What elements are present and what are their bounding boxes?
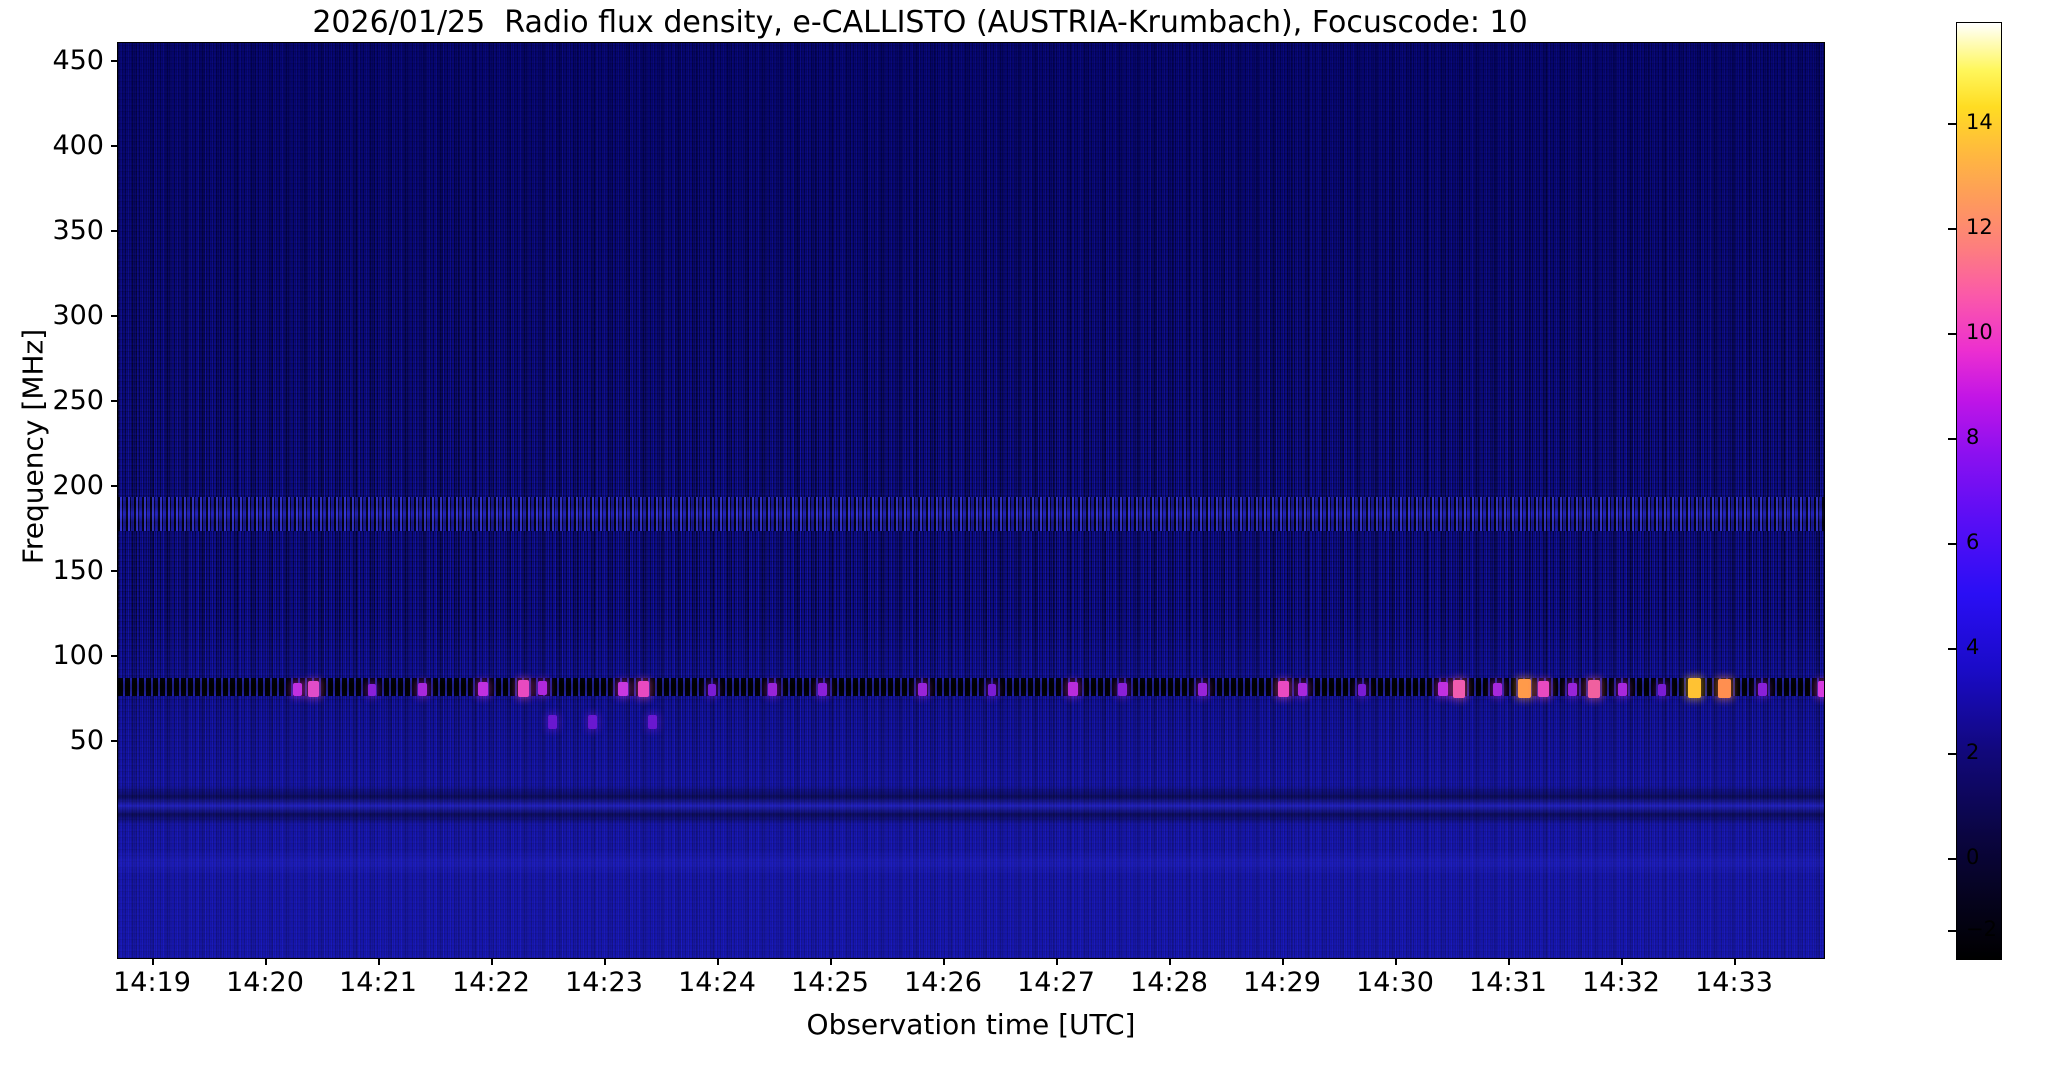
x-tick-label: 14:28: [1130, 967, 1208, 998]
x-tick-mark: [491, 958, 493, 965]
y-tick-mark: [111, 740, 118, 742]
y-tick-label: 350: [52, 215, 104, 246]
chart-title: 2026/01/25 Radio flux density, e-CALLIST…: [312, 5, 1528, 40]
y-tick-mark: [111, 485, 118, 487]
colorbar-tick-label: 6: [1966, 530, 1980, 554]
colorbar-tick-label: 2: [1966, 740, 1980, 764]
low-frequency-emission-wash: [118, 618, 1824, 958]
colorbar-tick-label: 12: [1966, 215, 1993, 239]
x-tick-mark: [1508, 958, 1510, 965]
rfi-band-225mhz: [118, 497, 1824, 531]
spectrogram-plot: [117, 42, 1825, 959]
x-tick-mark: [1395, 958, 1397, 965]
y-tick-label: 200: [52, 470, 104, 501]
colorbar-tick-mark: [1948, 228, 1957, 230]
x-tick-label: 14:25: [791, 967, 869, 998]
x-axis-title: Observation time [UTC]: [806, 1008, 1136, 1041]
x-tick-mark: [717, 958, 719, 965]
x-tick-label: 14:30: [1356, 967, 1434, 998]
y-tick-label: 450: [52, 45, 104, 76]
y-tick-mark: [111, 400, 118, 402]
x-tick-mark: [1056, 958, 1058, 965]
colorbar: [1956, 22, 2002, 960]
colorbar-tick-mark: [1948, 123, 1957, 125]
x-tick-mark: [265, 958, 267, 965]
y-tick-mark: [111, 570, 118, 572]
low-frequency-band-70mhz: [118, 850, 1824, 876]
y-tick-mark: [111, 655, 118, 657]
y-tick-label: 300: [52, 300, 104, 331]
colorbar-tick-label: 0: [1966, 845, 1980, 869]
y-tick-label: 250: [52, 385, 104, 416]
colorbar-tick-label: 10: [1966, 320, 1993, 344]
x-tick-mark: [1621, 958, 1623, 965]
x-tick-label: 14:27: [1017, 967, 1095, 998]
x-tick-label: 14:31: [1469, 967, 1547, 998]
x-tick-mark: [604, 958, 606, 965]
colorbar-tick-mark: [1948, 543, 1957, 545]
x-tick-label: 14:32: [1582, 967, 1660, 998]
colorbar-tick-mark: [1948, 438, 1957, 440]
colorbar-tick-label: −2: [1966, 917, 1997, 941]
x-tick-mark: [378, 958, 380, 965]
low-frequency-band-85mhz: [118, 785, 1824, 825]
x-tick-mark: [1734, 958, 1736, 965]
x-tick-label: 14:22: [452, 967, 530, 998]
x-tick-label: 14:21: [339, 967, 417, 998]
colorbar-tick-mark: [1948, 753, 1957, 755]
x-tick-mark: [1169, 958, 1171, 965]
y-tick-label: 150: [52, 555, 104, 586]
y-tick-label: 400: [52, 130, 104, 161]
y-tick-label: 100: [52, 640, 104, 671]
x-tick-label: 14:33: [1695, 967, 1773, 998]
colorbar-tick-mark: [1948, 333, 1957, 335]
y-tick-mark: [111, 315, 118, 317]
y-tick-label: 50: [69, 725, 104, 756]
colorbar-tick-mark: [1948, 858, 1957, 860]
x-tick-label: 14:20: [226, 967, 304, 998]
x-tick-mark: [152, 958, 154, 965]
x-tick-label: 14:24: [678, 967, 756, 998]
colorbar-tick-label: 8: [1966, 425, 1980, 449]
y-tick-mark: [111, 230, 118, 232]
rfi-line-133mhz: [118, 678, 1824, 696]
colorbar-tick-mark: [1948, 930, 1957, 932]
y-tick-mark: [111, 60, 118, 62]
colorbar-tick-mark: [1948, 648, 1957, 650]
x-tick-mark: [830, 958, 832, 965]
y-tick-mark: [111, 145, 118, 147]
x-tick-label: 14:19: [113, 967, 191, 998]
colorbar-tick-label: 14: [1966, 110, 1993, 134]
x-tick-label: 14:23: [565, 967, 643, 998]
x-tick-label: 14:29: [1243, 967, 1321, 998]
x-tick-label: 14:26: [904, 967, 982, 998]
colorbar-tick-label: 4: [1966, 635, 1980, 659]
x-tick-mark: [1282, 958, 1284, 965]
x-tick-mark: [943, 958, 945, 965]
colorbar-gradient: [1956, 22, 2002, 960]
